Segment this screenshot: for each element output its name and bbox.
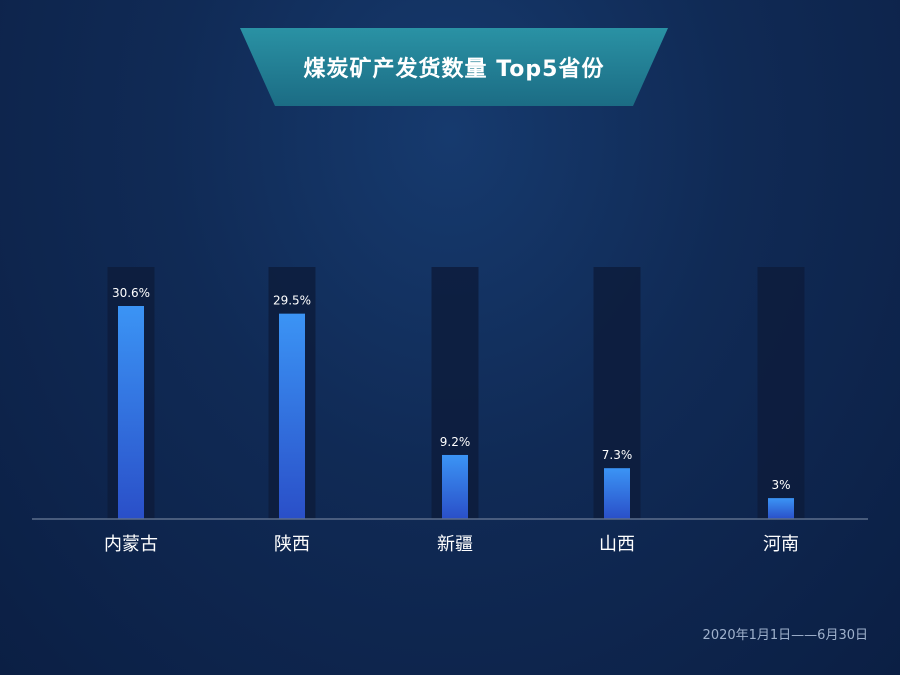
x-tick-label: 陕西 [274, 534, 310, 555]
chart-title: 煤炭矿产发货数量 Top5省份 [303, 57, 605, 82]
x-tick-label: 河南 [763, 534, 799, 555]
bar [118, 306, 144, 519]
title-banner: 煤炭矿产发货数量 Top5省份 [240, 28, 668, 106]
x-tick-label: 内蒙古 [104, 534, 158, 555]
date-range-label: 2020年1月1日——6月30日 [702, 628, 868, 643]
bar-track [757, 267, 805, 519]
data-label: 3% [771, 478, 790, 492]
data-label: 29.5% [273, 294, 311, 308]
x-tick-label: 新疆 [437, 534, 473, 555]
bar [279, 313, 305, 519]
x-tick-label: 山西 [599, 534, 635, 555]
bar [604, 468, 630, 519]
data-label: 9.2% [440, 435, 471, 449]
bar [768, 498, 794, 519]
bar [442, 454, 468, 519]
data-label: 30.6% [112, 286, 150, 300]
data-label: 7.3% [602, 448, 633, 462]
